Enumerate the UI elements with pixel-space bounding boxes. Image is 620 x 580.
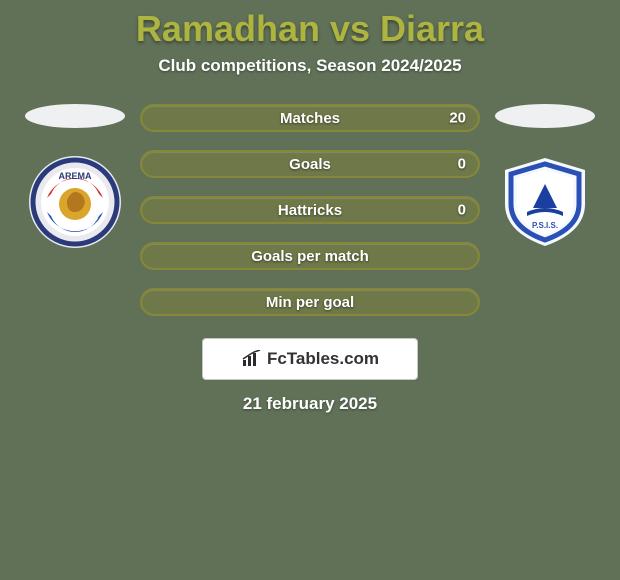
right-team-badge: P.S.I.S. — [497, 154, 593, 250]
subtitle: Club competitions, Season 2024/2025 — [158, 56, 461, 76]
stat-label: Goals per match — [251, 248, 369, 265]
left-column: AREMA — [20, 104, 130, 250]
right-pill-placeholder — [495, 104, 595, 128]
page-title: Ramadhan vs Diarra — [136, 8, 484, 50]
stat-bar-matches: Matches 20 — [140, 104, 480, 132]
stat-bar-goals: Goals 0 — [140, 150, 480, 178]
stat-right-value: 0 — [458, 202, 466, 219]
chart-icon — [241, 350, 263, 368]
stat-right-value: 20 — [449, 110, 466, 127]
left-team-badge: AREMA — [27, 154, 123, 250]
infographic-container: Ramadhan vs Diarra Club competitions, Se… — [0, 0, 620, 580]
stat-label: Goals — [289, 156, 331, 173]
stat-bars: Matches 20 Goals 0 Hattricks 0 Goals per… — [140, 104, 480, 316]
right-column: P.S.I.S. — [490, 104, 600, 250]
left-badge-text: AREMA — [59, 171, 92, 181]
brand-box: FcTables.com — [202, 338, 418, 380]
stat-right-value: 0 — [458, 156, 466, 173]
stat-label: Matches — [280, 110, 340, 127]
stat-bar-gpm: Goals per match — [140, 242, 480, 270]
left-pill-placeholder — [25, 104, 125, 128]
psis-badge-icon: P.S.I.S. — [497, 154, 593, 250]
arema-badge-icon: AREMA — [27, 154, 123, 250]
stat-label: Hattricks — [278, 202, 342, 219]
stat-bar-mpg: Min per goal — [140, 288, 480, 316]
main-row: AREMA Matches 20 Goals 0 Hattricks 0 — [0, 104, 620, 316]
brand-text: FcTables.com — [267, 349, 379, 369]
stat-bar-hattricks: Hattricks 0 — [140, 196, 480, 224]
stat-label: Min per goal — [266, 294, 354, 311]
right-badge-text: P.S.I.S. — [532, 221, 558, 230]
date-text: 21 february 2025 — [243, 394, 377, 414]
